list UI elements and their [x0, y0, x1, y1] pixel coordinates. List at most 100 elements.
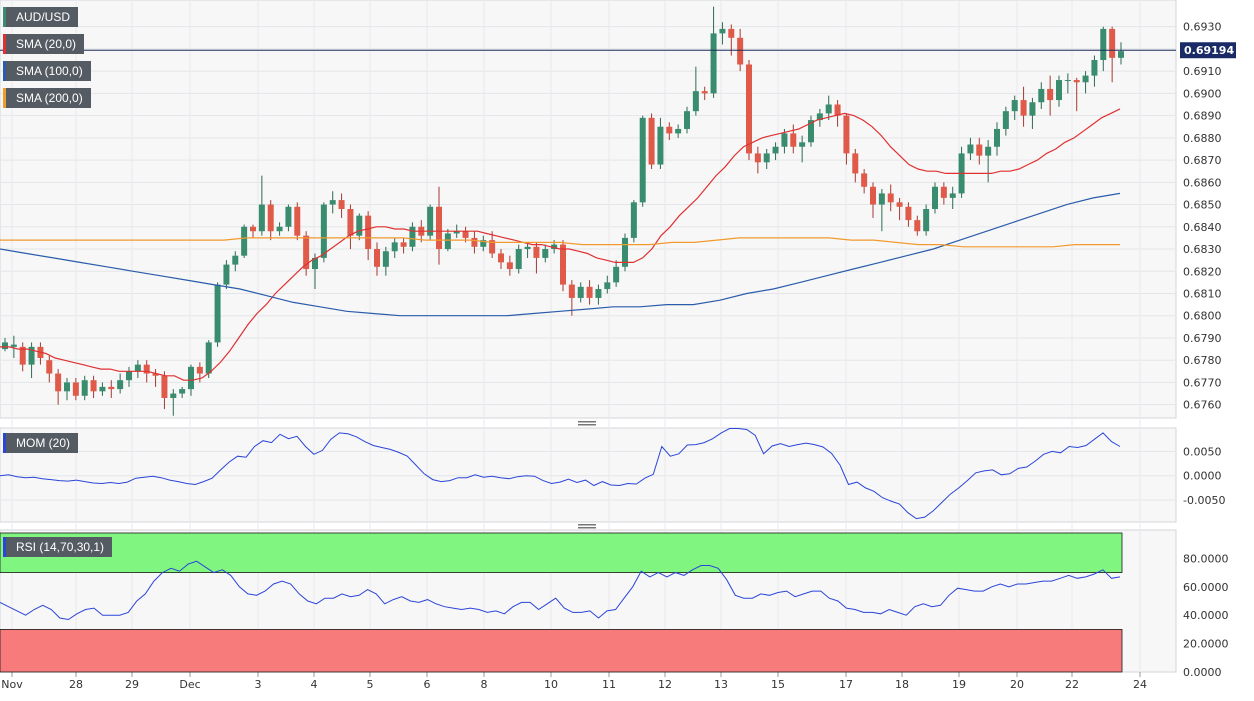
candle-body	[480, 240, 487, 247]
candle	[675, 124, 682, 138]
candle-body	[560, 244, 566, 285]
price-y-tick-label: 0.6780	[1183, 354, 1222, 367]
candle-body	[276, 226, 283, 232]
candle	[161, 371, 168, 410]
x-tick-label: Nov	[1, 678, 23, 691]
rsi-overbought-band	[0, 532, 1123, 573]
candle-body	[1011, 100, 1018, 112]
candle-body	[657, 126, 664, 165]
candle	[365, 211, 372, 261]
candle	[666, 122, 673, 141]
candle	[657, 117, 664, 169]
candle-body	[666, 126, 673, 134]
price-y-tick-label: 0.6910	[1183, 65, 1222, 78]
candle-body	[64, 382, 70, 392]
candle	[613, 260, 620, 287]
candle-body	[728, 28, 735, 38]
candle	[985, 140, 992, 183]
candle	[701, 86, 708, 101]
candle	[719, 22, 726, 45]
mom-y-tick-label: -0.0050	[1183, 494, 1225, 507]
candle	[524, 242, 531, 258]
candle-body	[250, 226, 256, 232]
candle	[1011, 95, 1018, 121]
sma20-line	[0, 108, 1121, 381]
price-y-tick-label: 0.6900	[1183, 87, 1222, 100]
candle	[276, 222, 283, 236]
candle-body	[400, 242, 407, 247]
x-tick-label: 22	[1065, 678, 1079, 691]
candle-body	[498, 253, 504, 263]
panel-divider-grip	[578, 527, 596, 529]
candle	[329, 191, 336, 214]
candle-body	[462, 231, 469, 238]
rsi-y-tick-label: 40.0000	[1183, 609, 1229, 622]
rsi-y-tick-label: 80.0000	[1183, 552, 1229, 565]
candle	[285, 204, 292, 232]
candle-body	[320, 204, 327, 258]
legend-sma200: SMA (200,0)	[3, 88, 91, 108]
candle	[1064, 73, 1071, 94]
candle-body	[905, 206, 912, 221]
x-tick-label: 15	[771, 678, 785, 691]
price-y-tick-label: 0.6930	[1183, 21, 1222, 34]
candle	[241, 224, 248, 258]
candle-body	[932, 186, 938, 209]
candle	[267, 200, 274, 241]
candle-body	[515, 249, 522, 270]
candle	[861, 168, 868, 194]
mom-panel-bg	[0, 427, 1177, 523]
candle-body	[267, 204, 274, 232]
candle-body	[887, 193, 894, 203]
candle	[232, 251, 239, 272]
candle	[250, 224, 256, 238]
candle	[781, 128, 788, 154]
sma100-line	[0, 192, 1121, 317]
candle	[816, 108, 823, 127]
candle	[754, 146, 761, 174]
candle	[312, 253, 318, 290]
candle-body	[427, 206, 434, 236]
x-tick-label: 10	[544, 678, 558, 691]
candle-body	[329, 200, 336, 205]
candle-body	[772, 146, 779, 154]
candle-body	[622, 237, 628, 267]
candle-body	[312, 257, 318, 270]
candle-body	[533, 246, 540, 258]
candle-body	[19, 346, 26, 365]
candle-body	[551, 244, 558, 250]
x-tick-label: 11	[602, 678, 616, 691]
candle	[577, 282, 584, 303]
legend-sma20: SMA (20,0)	[3, 34, 85, 54]
candle-body	[1091, 60, 1098, 76]
candle-body	[870, 186, 876, 205]
candle	[976, 137, 983, 165]
candle-body	[285, 206, 292, 227]
candle	[108, 380, 115, 398]
candle	[772, 142, 779, 161]
candle-body	[232, 255, 239, 265]
current-price-label: 0.69194	[1184, 44, 1234, 57]
legend-symbol: AUD/USD	[3, 7, 79, 27]
candle-body	[10, 344, 17, 347]
rsi-line	[0, 560, 1121, 621]
candle	[10, 335, 17, 358]
candle-body	[489, 240, 496, 254]
x-tick-label: 29	[125, 678, 139, 691]
candle-body	[382, 251, 389, 267]
price-y-tick-label: 0.6820	[1183, 265, 1222, 278]
candle-body	[179, 389, 186, 394]
candle	[214, 282, 221, 347]
candle	[932, 182, 938, 214]
candle-body	[409, 226, 416, 247]
candle	[799, 135, 806, 163]
rsi-y-tick-label: 0.0000	[1183, 666, 1222, 679]
candle-body	[444, 233, 451, 250]
candle-body	[1082, 75, 1089, 83]
price-y-tick-label: 0.6860	[1183, 176, 1222, 189]
candle-body	[630, 202, 637, 238]
price-y-tick-label: 0.6840	[1183, 221, 1222, 234]
candle-body	[99, 386, 106, 392]
candle	[382, 246, 389, 276]
candle	[630, 200, 637, 243]
